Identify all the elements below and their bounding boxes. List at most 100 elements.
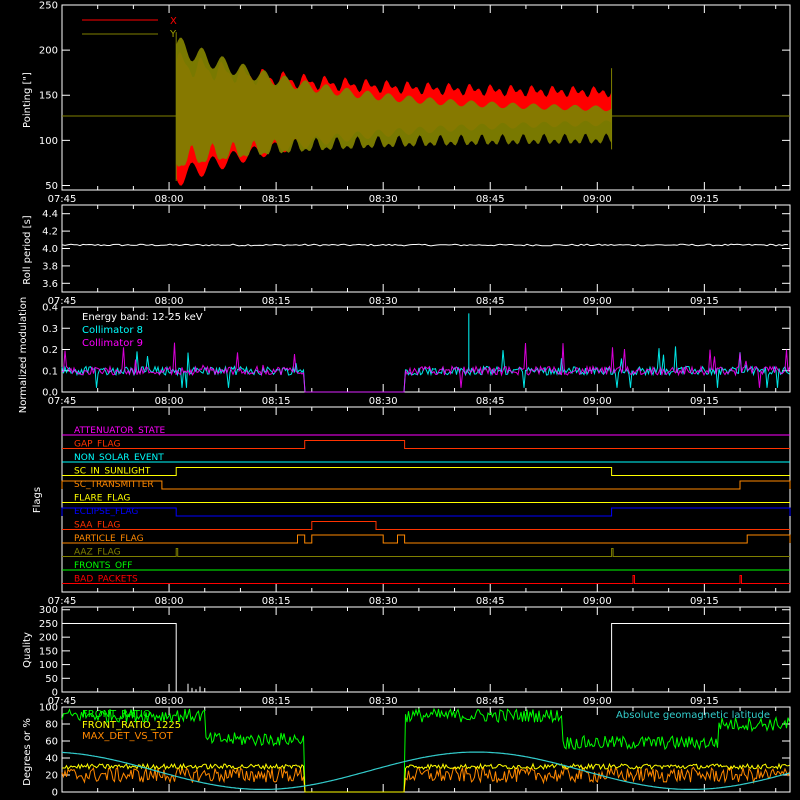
- y-tick-label: 250: [39, 1, 58, 12]
- y-tick-label: 0: [52, 788, 58, 799]
- max-det-label: MAX_DET_VS_TOT: [82, 731, 174, 742]
- series-max-det: [61, 765, 790, 793]
- x-tick-label: 09:00: [583, 596, 612, 607]
- x-tick-label: 08:00: [155, 596, 184, 607]
- y-tick-label: 100: [39, 703, 58, 714]
- flag-label: GAP_FLAG: [74, 440, 120, 450]
- flag-label: BAD_PACKETS: [74, 575, 138, 585]
- y-tick-label: 100: [39, 136, 58, 147]
- flag-label: ECLIPSE_FLAG: [74, 507, 138, 517]
- flag-label: SAA_FLAG: [74, 521, 120, 531]
- y-tick-label: 80: [45, 720, 58, 731]
- flag-line-sc-in-sunlight: [62, 467, 790, 476]
- x-tick-label: 07:45: [48, 696, 77, 707]
- flags-panel: Flags 07:45 08:00 08:15 08:30 08:45 09:00 09:1…: [32, 406, 791, 607]
- flag-line-eclipse-flag: [61, 507, 791, 517]
- series-collimator-9: [61, 342, 790, 393]
- x-tick-label: 09:15: [690, 194, 719, 205]
- series-front-ratio-1225: [61, 762, 790, 793]
- x-tick-label: 08:15: [262, 696, 291, 707]
- modulation-ylabel: Normalized modulation: [18, 297, 29, 414]
- x-tick-label: 09:15: [690, 696, 719, 707]
- roll-panel: Roll period [s] 07:45 08:00 08:15 08:30 08:4…: [22, 204, 791, 307]
- series-front-ratio: [61, 707, 790, 793]
- plot-frame: [61, 4, 791, 191]
- x-tick-label: 07:45: [48, 396, 77, 407]
- y-tick-label: 40: [45, 754, 58, 765]
- y-tick-label: 0: [52, 688, 58, 699]
- plot-frame: [61, 706, 791, 793]
- quality-panel: Quality 07:45 08:00 08:15 08:30 08:45 09:00 09…: [22, 605, 791, 707]
- x-tick-label: 08:30: [369, 296, 398, 307]
- flag-line-particle-flag: [62, 534, 791, 544]
- x-tick-label: 07:45: [48, 194, 77, 205]
- x-tick-label: 09:00: [583, 194, 612, 205]
- y-tick-label: 4.0: [42, 244, 58, 255]
- pointing-panel: Pointing ["] X Y 07:45 08:00 08:15 08:30 08:…: [22, 1, 791, 205]
- x-tick-label: 07:45: [48, 296, 77, 307]
- flag-label: AAZ_FLAG: [74, 548, 121, 558]
- x-tick-label: 09:15: [690, 296, 719, 307]
- y-tick-label: 4.2: [42, 227, 58, 238]
- y-tick-label: 0.2: [42, 345, 58, 356]
- legend-y-label: Y: [169, 29, 177, 40]
- y-tick-label: 150: [39, 646, 58, 657]
- x-tick-label: 08:45: [476, 696, 505, 707]
- x-tick-label: 08:30: [369, 396, 398, 407]
- modulation-annotation: Energy band: 12-25 keV: [82, 312, 203, 323]
- flag-label: NON_SOLAR_EVENT: [74, 453, 164, 463]
- flag-label: FLARE_FLAG: [74, 494, 130, 504]
- flag-line-bad-packets: [62, 575, 790, 584]
- flag-line-gap-flag: [62, 440, 790, 449]
- y-tick-label: 200: [39, 46, 58, 57]
- flag-label: ATTENUATOR_STATE: [74, 426, 166, 436]
- modulation-panel: Normalized modulation Energy band: 12-25…: [18, 297, 791, 414]
- ratios-ylabel: Degrees or %: [22, 718, 33, 786]
- y-tick-label: 250: [39, 619, 58, 630]
- series-y-band: [176, 37, 612, 167]
- x-tick-label: 08:00: [155, 194, 184, 205]
- y-tick-label: 3.8: [42, 261, 58, 272]
- front-ratio-1225-label: FRONT_RATIO_1225: [82, 720, 181, 731]
- y-tick-label: 0.0: [42, 388, 58, 399]
- x-tick-label: 08:00: [155, 696, 184, 707]
- y-tick-label: 4.4: [42, 209, 58, 220]
- y-tick-label: 300: [39, 605, 58, 616]
- x-tick-label: 08:00: [155, 396, 184, 407]
- roll-ylabel: Roll period [s]: [22, 215, 33, 284]
- flag-label: FRONTS_OFF: [74, 561, 132, 571]
- flag-label: PARTICLE_FLAG: [74, 534, 144, 544]
- front-ratio-label: FRONT_RATIO: [82, 709, 151, 720]
- y-tick-label: 50: [45, 181, 58, 192]
- y-tick-label: 20: [45, 771, 58, 782]
- x-tick-label: 08:15: [262, 596, 291, 607]
- collimator-9-label: Collimator 9: [82, 338, 143, 349]
- pointing-ylabel: Pointing ["]: [22, 72, 33, 128]
- y-tick-label: 0.1: [42, 366, 58, 377]
- collimator-8-label: Collimator 8: [82, 325, 143, 336]
- x-tick-label: 09:00: [583, 696, 612, 707]
- x-tick-label: 08:45: [476, 396, 505, 407]
- y-tick-label: 100: [39, 660, 58, 671]
- x-tick-label: 08:30: [369, 696, 398, 707]
- ratios-panel: Degrees or % FRONT_RATIO FRONT_RATIO_122…: [22, 703, 791, 799]
- quality-ylabel: Quality: [22, 632, 33, 668]
- x-tick-label: 09:15: [690, 596, 719, 607]
- x-tick-label: 09:00: [583, 296, 612, 307]
- flag-line-saa-flag: [62, 521, 790, 530]
- x-tick-label: 08:15: [262, 194, 291, 205]
- y-tick-label: 0.3: [42, 324, 58, 335]
- flags-ylabel: Flags: [32, 487, 43, 513]
- roll-period-line: [61, 243, 789, 247]
- x-tick-label: 08:45: [476, 194, 505, 205]
- geomag-label: Absolute geomagnetic latitude: [616, 710, 770, 721]
- x-tick-label: 08:45: [476, 296, 505, 307]
- x-tick-label: 08:45: [476, 596, 505, 607]
- y-tick-label: 50: [45, 674, 58, 685]
- x-tick-label: 08:30: [369, 596, 398, 607]
- legend-x-label: X: [170, 16, 177, 27]
- x-tick-label: 07:45: [48, 596, 77, 607]
- flag-line-aaz-flag: [62, 548, 790, 557]
- flag-label: SC_IN_SUNLIGHT: [74, 467, 151, 477]
- y-tick-label: 3.6: [42, 279, 58, 290]
